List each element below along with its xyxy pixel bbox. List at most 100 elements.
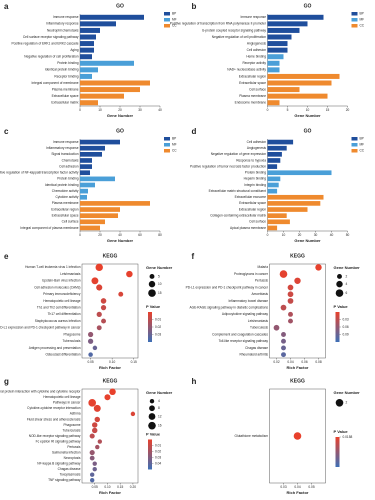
y-tick-label: Inflammatory response [46,146,79,150]
legend-swatch [351,12,358,16]
size-legend-label: 15 [158,291,162,295]
bar [80,219,105,225]
bubble [92,427,98,434]
y-tick-label: Neutrophil chemotaxis [47,28,79,32]
panel-label: a [4,2,9,11]
x-axis-title: Rich Factor [99,365,121,370]
bar [267,41,288,47]
bubble [89,472,95,477]
bar [80,80,150,86]
bar [80,176,115,182]
y-tick-label: Extracellular matrix structural constitu… [209,189,267,193]
bar [80,21,116,27]
y-tick-label: Negative regulation of gene expression [211,152,267,156]
y-tick-label: Antigen processing and presentation [29,346,81,350]
bar [80,158,92,163]
size-legend-mark [336,280,343,288]
y-tick-label: Extracellular region [51,207,79,211]
y-tick-label: Toll-like receptor signaling pathway [219,339,269,343]
size-legend-label: 6 [346,291,348,295]
y-tick-label: Human T-cell leukemia virus 1 infection [25,265,81,269]
size-legend-label: 4 [346,282,348,286]
size-legend-label: 16 [158,424,162,428]
bubble [104,394,111,401]
color-bar-label: 0.0158 [343,435,353,439]
bubble [95,263,103,272]
y-tick-label: Adipocytokine signaling pathway [222,312,268,316]
color-legend-title: P Value [146,432,161,437]
panel-label: h [192,377,197,386]
x-tick-label: 0.04 [287,360,293,364]
x-tick-label: 0.06 [301,360,307,364]
bar [267,54,284,60]
y-tick-label: Necroptosis [64,456,81,460]
bar [267,188,278,194]
plot-frame [81,388,139,484]
legend-swatch [351,18,358,22]
y-tick-label: Plasma membrane [52,201,79,205]
y-tick-label: Negative regulation of cell proliferatio… [212,35,266,39]
x-tick-label: 0.15 [131,360,137,364]
size-legend-label: 12 [158,414,162,418]
bubble [93,404,101,412]
bubble [94,416,100,423]
panel-label: e [4,252,9,261]
chart-title: GO [116,128,124,134]
x-tick-label: 40 [158,108,162,112]
y-tick-label: Extracellular exosome [235,195,267,199]
bubble [288,318,293,324]
y-tick-label: Hematopoietic cell lineage [43,395,80,399]
bar [80,170,90,176]
legend-label: BP [360,137,364,141]
bar [80,207,120,212]
size-legend-mark [148,413,156,420]
x-axis-title: Rich Factor [286,490,308,495]
bubble [130,411,136,417]
x-axis-title: Rich Factor [99,490,121,495]
x-tick-label: 0.03 [280,485,286,489]
bar [80,225,100,231]
bubble [126,270,133,278]
legend-label: BP [172,137,176,141]
bar [80,100,98,106]
legend-swatch [351,149,358,153]
y-tick-label: Amoebiasis [252,292,269,296]
y-tick-label: Tuberculosis [63,339,81,343]
legend-swatch [164,12,170,16]
bar [267,47,288,53]
x-tick-label: 0.05 [308,485,314,489]
bar [267,100,280,106]
panel: f KEGG 0.02 0.04 0.06 0.08 Rich Factor Malaria P… [186,252,361,370]
bar [80,182,95,188]
legend-label: MF [172,143,177,147]
bubble [287,284,294,291]
size-legend-mark [149,274,155,279]
bar [267,176,281,182]
bubble [293,432,302,440]
bubble [96,284,103,291]
x-tick-label: 0.20 [130,485,136,489]
bar [267,80,332,86]
color-legend-title: P Value [334,304,349,309]
y-tick-label: Primary immunodeficiency [43,292,81,296]
x-tick-label: 0.10 [104,485,110,489]
y-tick-label: Chagas disease [245,346,268,350]
color-bar-label: 0.03 [155,332,161,336]
y-tick-label: Integrin binding [244,183,266,187]
bar [80,27,100,33]
plot-frame [269,263,326,359]
bubble [92,422,98,428]
y-tick-label: Cell adhesion molecules (CAMs) [34,285,80,289]
bar [267,158,281,163]
bubble [281,332,286,337]
y-tick-label: Integral component of membrane [32,81,79,85]
legend-label: CC [172,24,177,28]
y-tick-label: Cell surface [62,220,79,224]
color-bar-label: 0.01 [155,317,161,321]
chart-title: KEGG [290,378,305,384]
size-legend-mark [149,405,155,412]
y-tick-label: AGE-RAGE signaling pathway in diabetic c… [190,305,269,309]
bar [267,73,340,79]
